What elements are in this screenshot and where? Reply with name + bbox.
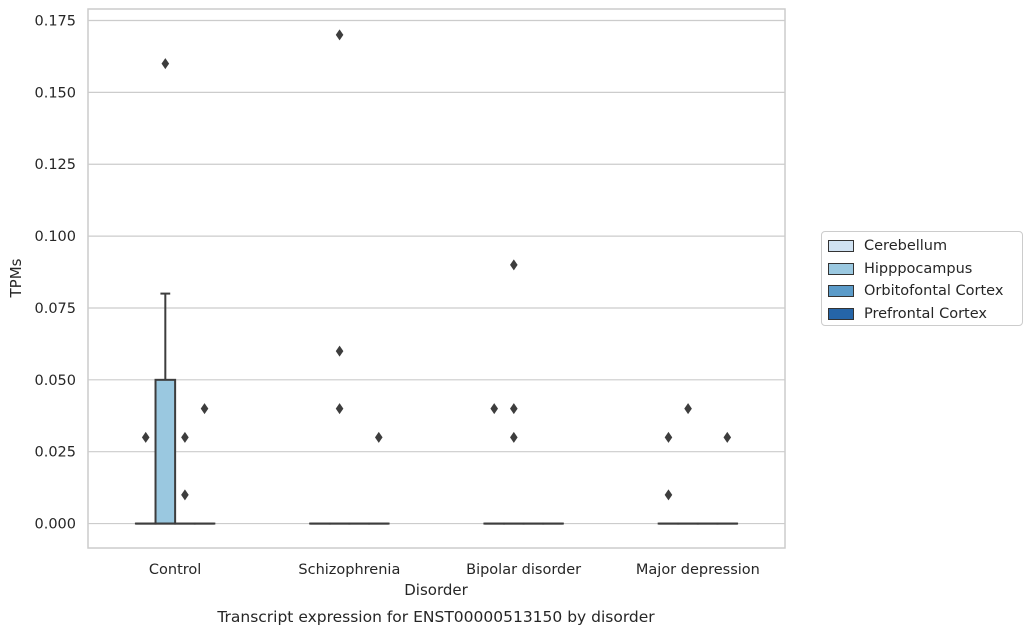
legend-swatch <box>828 262 854 275</box>
box-series <box>134 29 739 525</box>
outlier-point <box>335 345 344 357</box>
outlier-point <box>490 403 499 415</box>
box-body <box>154 378 177 525</box>
outlier-point <box>664 489 673 501</box>
x-axis-ticks: Control Schizophrenia Bipolar disorder Majo… <box>149 562 760 578</box>
x-tick-label: Control <box>149 562 201 578</box>
box-hipppocampus <box>154 58 177 525</box>
outlier-point <box>335 29 344 41</box>
box-cerebellum <box>483 403 506 525</box>
y-tick-label: 0.150 <box>34 85 76 101</box>
x-tick-label: Bipolar disorder <box>466 562 581 578</box>
legend-item: Hipppocampus <box>828 258 1022 281</box>
y-tick-label: 0.125 <box>34 157 76 173</box>
box-hipppocampus <box>328 29 351 525</box>
outlier-point <box>374 431 383 443</box>
y-axis-label: TPMs <box>7 258 25 298</box>
x-axis-label: Disorder <box>404 581 468 599</box>
x-tick-label: Schizophrenia <box>298 562 400 578</box>
box-prefrontal-cortex <box>193 403 216 525</box>
box-hipppocampus <box>677 403 699 525</box>
y-tick-label: 0.050 <box>34 373 76 389</box>
legend-label: Orbitofontal Cortex <box>864 283 1004 300</box>
box-cerebellum <box>657 431 680 525</box>
box-hipppocampus <box>503 259 525 525</box>
legend-label: Cerebellum <box>864 238 948 255</box>
y-tick-label: 0.075 <box>34 301 76 317</box>
legend-swatch <box>828 240 854 253</box>
outlier-point <box>510 259 518 271</box>
outlier-point <box>141 431 150 443</box>
legend-label: Prefrontal Cortex <box>864 305 987 322</box>
y-axis-ticks: 0.000 0.025 0.050 0.075 0.100 0.125 0.150 0.175 <box>34 13 76 532</box>
outlier-point <box>510 403 518 415</box>
outlier-point <box>684 403 692 415</box>
y-tick-label: 0.175 <box>34 13 76 29</box>
legend-swatch <box>828 307 854 320</box>
legend: Cerebellum Hipppocampus Orbitofontal Corte… <box>821 231 1023 326</box>
outlier-point <box>510 431 518 443</box>
outlier-point <box>200 403 209 415</box>
legend-label: Hipppocampus <box>864 260 973 277</box>
y-tick-label: 0.100 <box>34 229 76 245</box>
outlier-point <box>161 58 170 70</box>
box-orbitofontal-cortex <box>174 431 196 525</box>
legend-item: Cerebellum <box>828 235 1022 258</box>
y-tick-label: 0.000 <box>34 517 76 533</box>
outlier-point <box>181 489 189 501</box>
chart-title: Transcript expression for ENST0000051315… <box>216 608 655 626</box>
legend-item: Prefrontal Cortex <box>828 303 1022 326</box>
outlier-point <box>723 431 732 443</box>
box-prefrontal-cortex <box>367 431 390 525</box>
legend-item: Orbitofontal Cortex <box>828 280 1022 303</box>
box-prefrontal-cortex <box>716 431 739 525</box>
x-tick-label: Major depression <box>636 562 760 578</box>
outlier-point <box>335 403 344 415</box>
outlier-point <box>181 431 189 443</box>
legend-swatch <box>828 285 854 298</box>
gridlines <box>88 19 785 525</box>
box-cerebellum <box>134 431 157 525</box>
y-tick-label: 0.025 <box>34 445 76 461</box>
plot-area-frame <box>87 8 786 549</box>
outlier-point <box>664 431 673 443</box>
